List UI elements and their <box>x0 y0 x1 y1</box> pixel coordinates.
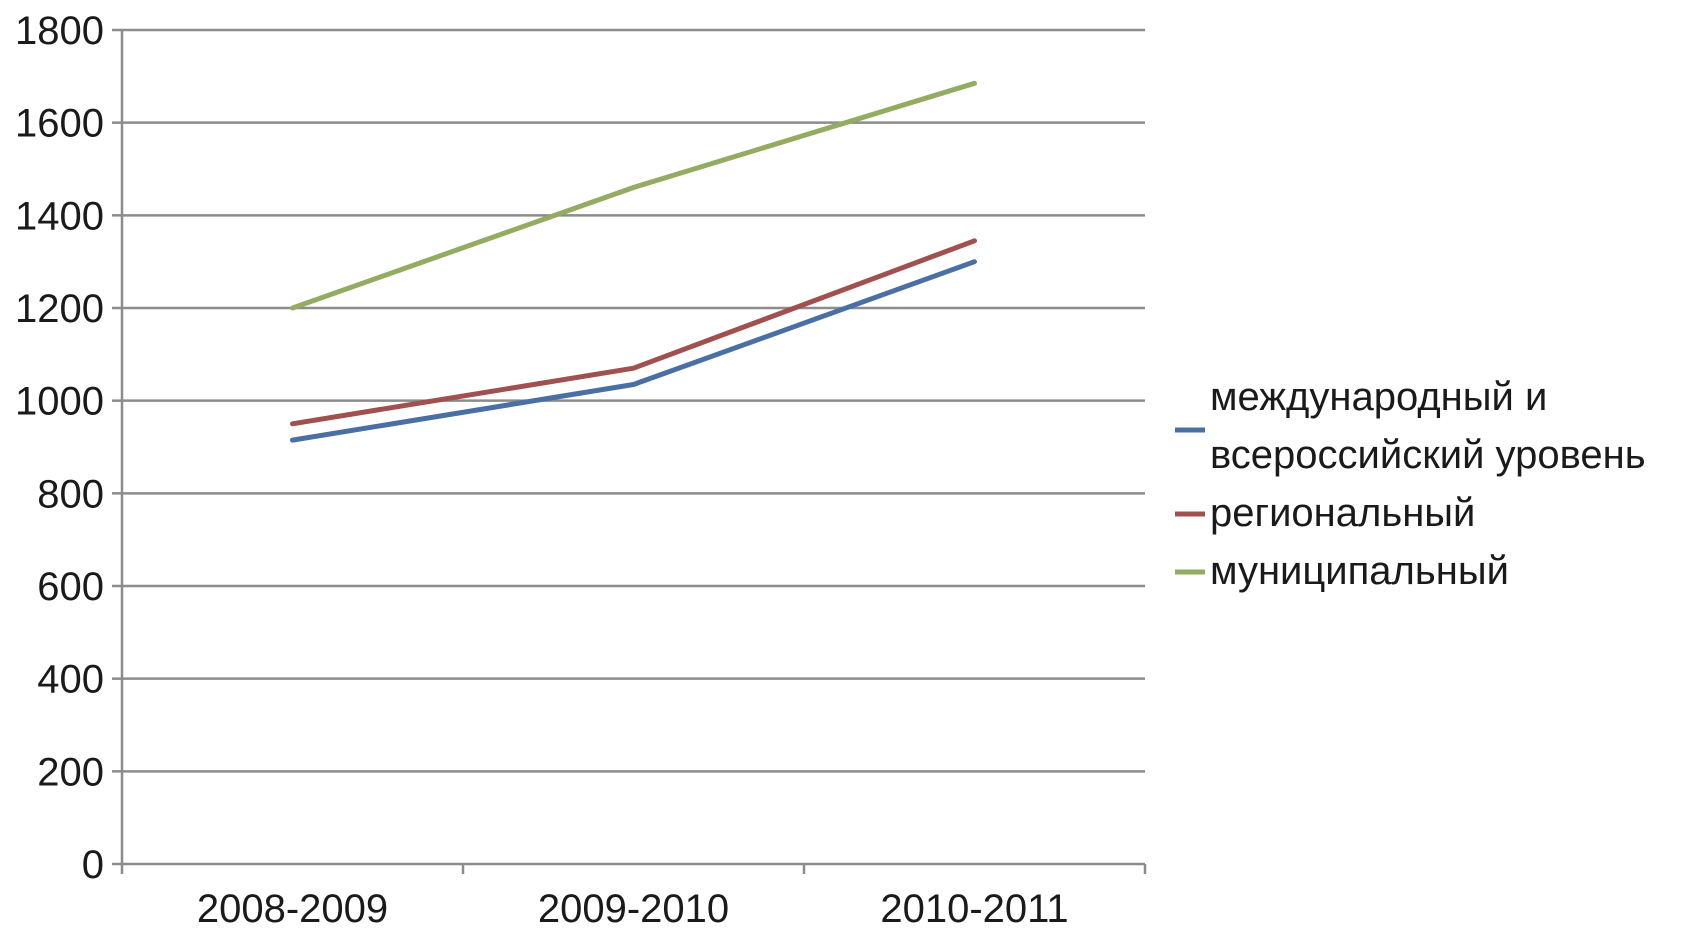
legend-label-1: международный и всероссийский уровень <box>1210 375 1646 477</box>
y-tick-label: 200 <box>37 750 104 794</box>
legend-label-2: региональный <box>1210 491 1475 535</box>
legend-label-3: муниципальный <box>1210 549 1509 593</box>
legend-label-line: муниципальный <box>1210 549 1509 593</box>
series-line-1 <box>293 262 975 440</box>
x-tick-label: 2009-2010 <box>538 887 729 929</box>
y-tick-label: 1400 <box>15 194 104 238</box>
x-tick-label: 2010-2011 <box>880 887 1068 929</box>
legend-label-line: региональный <box>1210 491 1475 535</box>
legend: международный и всероссийский уровень реги… <box>1175 375 1646 593</box>
gridlines <box>122 30 1145 771</box>
y-tick-label: 1000 <box>15 380 104 424</box>
y-tick-label: 800 <box>37 472 104 516</box>
series-line-3 <box>293 83 975 308</box>
y-tick-label: 400 <box>37 658 104 702</box>
axes: 0 200 400 600 800 1000 1200 1400 1600 1800 2008-20… <box>15 9 1145 929</box>
y-tick-label: 0 <box>82 843 104 887</box>
series-lines <box>292 83 974 440</box>
legend-label-line: всероссийский уровень <box>1210 433 1646 477</box>
y-tick-label: 1200 <box>15 287 104 331</box>
legend-label-line: международный и <box>1210 375 1547 419</box>
y-tick-label: 600 <box>37 565 104 609</box>
y-tick-label: 1800 <box>15 9 104 53</box>
y-tick-label: 1600 <box>15 102 104 146</box>
series-line-2 <box>293 241 975 424</box>
x-tick-label: 2008-2009 <box>197 887 388 929</box>
